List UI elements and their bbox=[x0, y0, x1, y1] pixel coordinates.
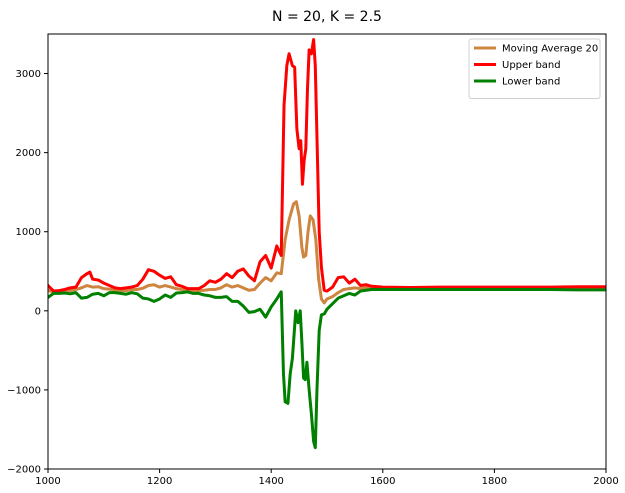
y-tick-label: −1000 bbox=[7, 385, 41, 396]
x-tick-label: 1600 bbox=[370, 476, 395, 487]
plot-frame bbox=[47, 33, 607, 470]
series-line-lower-band bbox=[48, 287, 606, 450]
legend: Moving Average 20 Upper band Lower band bbox=[468, 38, 601, 99]
legend-label-lower-band: Lower band bbox=[502, 77, 560, 88]
x-tick-label: 1000 bbox=[35, 476, 60, 487]
y-axis: −2000 −1000 0 1000 2000 3000 bbox=[7, 69, 48, 476]
y-tick-label: −2000 bbox=[7, 465, 41, 476]
x-tick-label: 1400 bbox=[258, 476, 283, 487]
x-axis: 1000 1200 1400 1600 1800 2000 bbox=[35, 469, 619, 487]
legend-box bbox=[468, 38, 601, 99]
plot-area bbox=[47, 33, 607, 470]
y-tick-label: 2000 bbox=[16, 148, 41, 159]
x-tick-label: 1200 bbox=[147, 476, 172, 487]
legend-label-upper-band: Upper band bbox=[502, 60, 561, 71]
y-tick-label: 3000 bbox=[16, 69, 41, 80]
x-tick-label: 1800 bbox=[482, 476, 507, 487]
series-layer bbox=[48, 38, 606, 450]
chart-title: N = 20, K = 2.5 bbox=[272, 9, 382, 25]
y-tick-label: 1000 bbox=[16, 227, 41, 238]
y-tick-label: 0 bbox=[35, 306, 41, 317]
legend-label-moving-average-20: Moving Average 20 bbox=[502, 44, 598, 55]
series-line-upper-band bbox=[48, 38, 606, 293]
series-line-moving-average-20 bbox=[48, 200, 606, 305]
x-tick-label: 2000 bbox=[593, 476, 618, 487]
